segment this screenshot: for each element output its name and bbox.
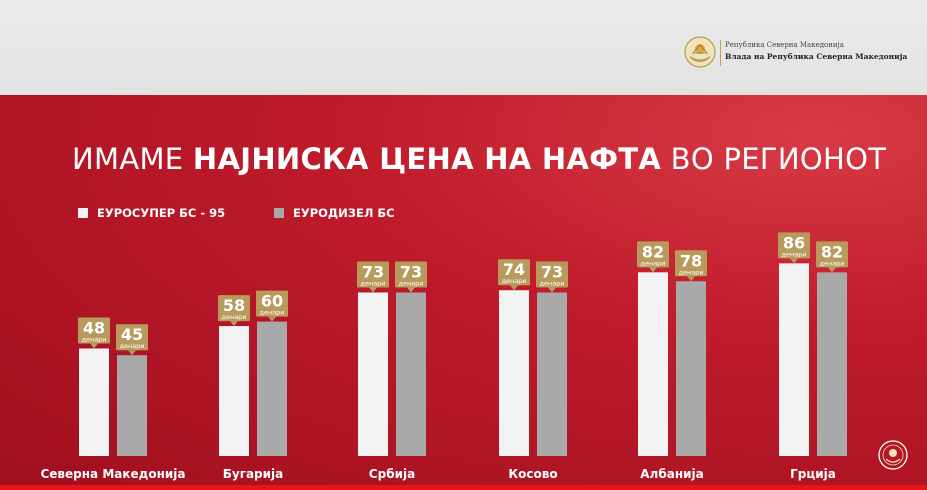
value-label-pointer (510, 285, 518, 291)
value-number: 45 (121, 325, 143, 344)
title-part-2: НАЈНИСКА ЦЕНА НА НАФТА (192, 142, 662, 176)
bar-diesel-4 (676, 281, 706, 456)
bar-petrol-4 (638, 272, 668, 456)
value-label-box (536, 261, 568, 288)
top-bar: Република Северна Македонија Влада на Ре… (0, 0, 927, 95)
legend-item-petrol: ЕУРОСУПЕР БС - 95 (78, 205, 225, 221)
value-label-box (816, 241, 848, 268)
value-label-pointer (687, 276, 695, 282)
value-label-pointer (790, 258, 798, 264)
category-label-0: Северна Македонија (40, 467, 185, 481)
value-label-pointer (407, 287, 415, 293)
government-name-line2: Влада на Република Северна Македонија (725, 52, 908, 61)
value-unit: денари (501, 277, 526, 285)
value-label-pointer (90, 343, 98, 349)
value-unit: денари (640, 259, 665, 267)
bar-petrol-3 (499, 290, 529, 456)
value-number: 78 (680, 251, 702, 270)
category-label-2: Србија (369, 467, 415, 481)
value-unit: денари (360, 279, 385, 287)
value-label-box (778, 232, 810, 259)
value-label-box (498, 259, 530, 286)
legend-swatch-diesel (274, 208, 284, 218)
bar-diesel-3 (537, 292, 567, 456)
value-number: 48 (83, 318, 105, 337)
value-unit: денари (819, 259, 844, 267)
bar-petrol-1 (219, 326, 249, 456)
bar-diesel-5 (817, 272, 847, 456)
bar-petrol-0 (79, 348, 109, 456)
category-label-3: Косово (508, 467, 557, 481)
value-unit: денари (221, 313, 246, 321)
value-label-pointer (369, 287, 377, 293)
value-number: 60 (261, 292, 283, 311)
value-label-box (395, 261, 427, 288)
value-number: 73 (400, 262, 422, 281)
legend-item-diesel: ЕУРОДИЗЕЛ БС (274, 205, 395, 221)
category-label-4: Албанија (640, 467, 703, 481)
value-number: 82 (642, 242, 664, 261)
value-unit: денари (781, 250, 806, 258)
value-unit: денари (539, 279, 564, 287)
chart-title: ИМАМЕ НАЈНИСКА ЦЕНА НА НАФТА ВО РЕГИОНОТ (72, 142, 886, 176)
value-number: 73 (541, 262, 563, 281)
category-label-5: Грција (790, 467, 836, 481)
bar-diesel-1 (257, 321, 287, 456)
chart-panel (0, 95, 927, 490)
title-part-1: ИМАМЕ (72, 142, 193, 176)
title-part-3: ВО РЕГИОНОТ (661, 142, 887, 176)
value-label-pointer (649, 267, 657, 273)
bar-diesel-0 (117, 355, 147, 456)
value-label-box (218, 295, 250, 322)
bar-petrol-5 (779, 263, 809, 456)
value-unit: денари (119, 342, 144, 350)
value-label-box (675, 250, 707, 277)
value-number: 74 (503, 260, 525, 279)
value-label-pointer (268, 316, 276, 322)
value-label-pointer (828, 267, 836, 273)
value-number: 73 (362, 262, 384, 281)
value-unit: денари (678, 268, 703, 276)
legend-label-diesel: ЕУРОДИЗЕЛ БС (293, 206, 395, 220)
value-label-box (78, 317, 110, 344)
value-unit: денари (81, 335, 106, 343)
legend-label-petrol: ЕУРОСУПЕР БС - 95 (97, 206, 226, 220)
legend-swatch-petrol (78, 208, 88, 218)
value-label-pointer (548, 287, 556, 293)
value-number: 86 (783, 233, 805, 252)
bar-diesel-2 (396, 292, 426, 456)
value-label-box (357, 261, 389, 288)
logo-divider (720, 40, 721, 66)
government-name-line1: Република Северна Македонија (725, 41, 844, 49)
bar-petrol-2 (358, 292, 388, 456)
value-label-pointer (230, 321, 238, 327)
value-label-box (256, 290, 288, 317)
value-unit: денари (398, 279, 423, 287)
coat-of-arms-icon (684, 36, 716, 68)
value-label-box (116, 324, 148, 351)
value-number: 82 (821, 242, 843, 261)
bottom-accent-line (0, 485, 927, 490)
value-label-box (637, 241, 669, 268)
value-label-pointer (128, 350, 136, 356)
corner-emblem-icon (878, 440, 908, 470)
value-unit: денари (259, 309, 284, 317)
category-label-1: Бугарија (223, 467, 284, 481)
value-number: 58 (223, 296, 245, 315)
